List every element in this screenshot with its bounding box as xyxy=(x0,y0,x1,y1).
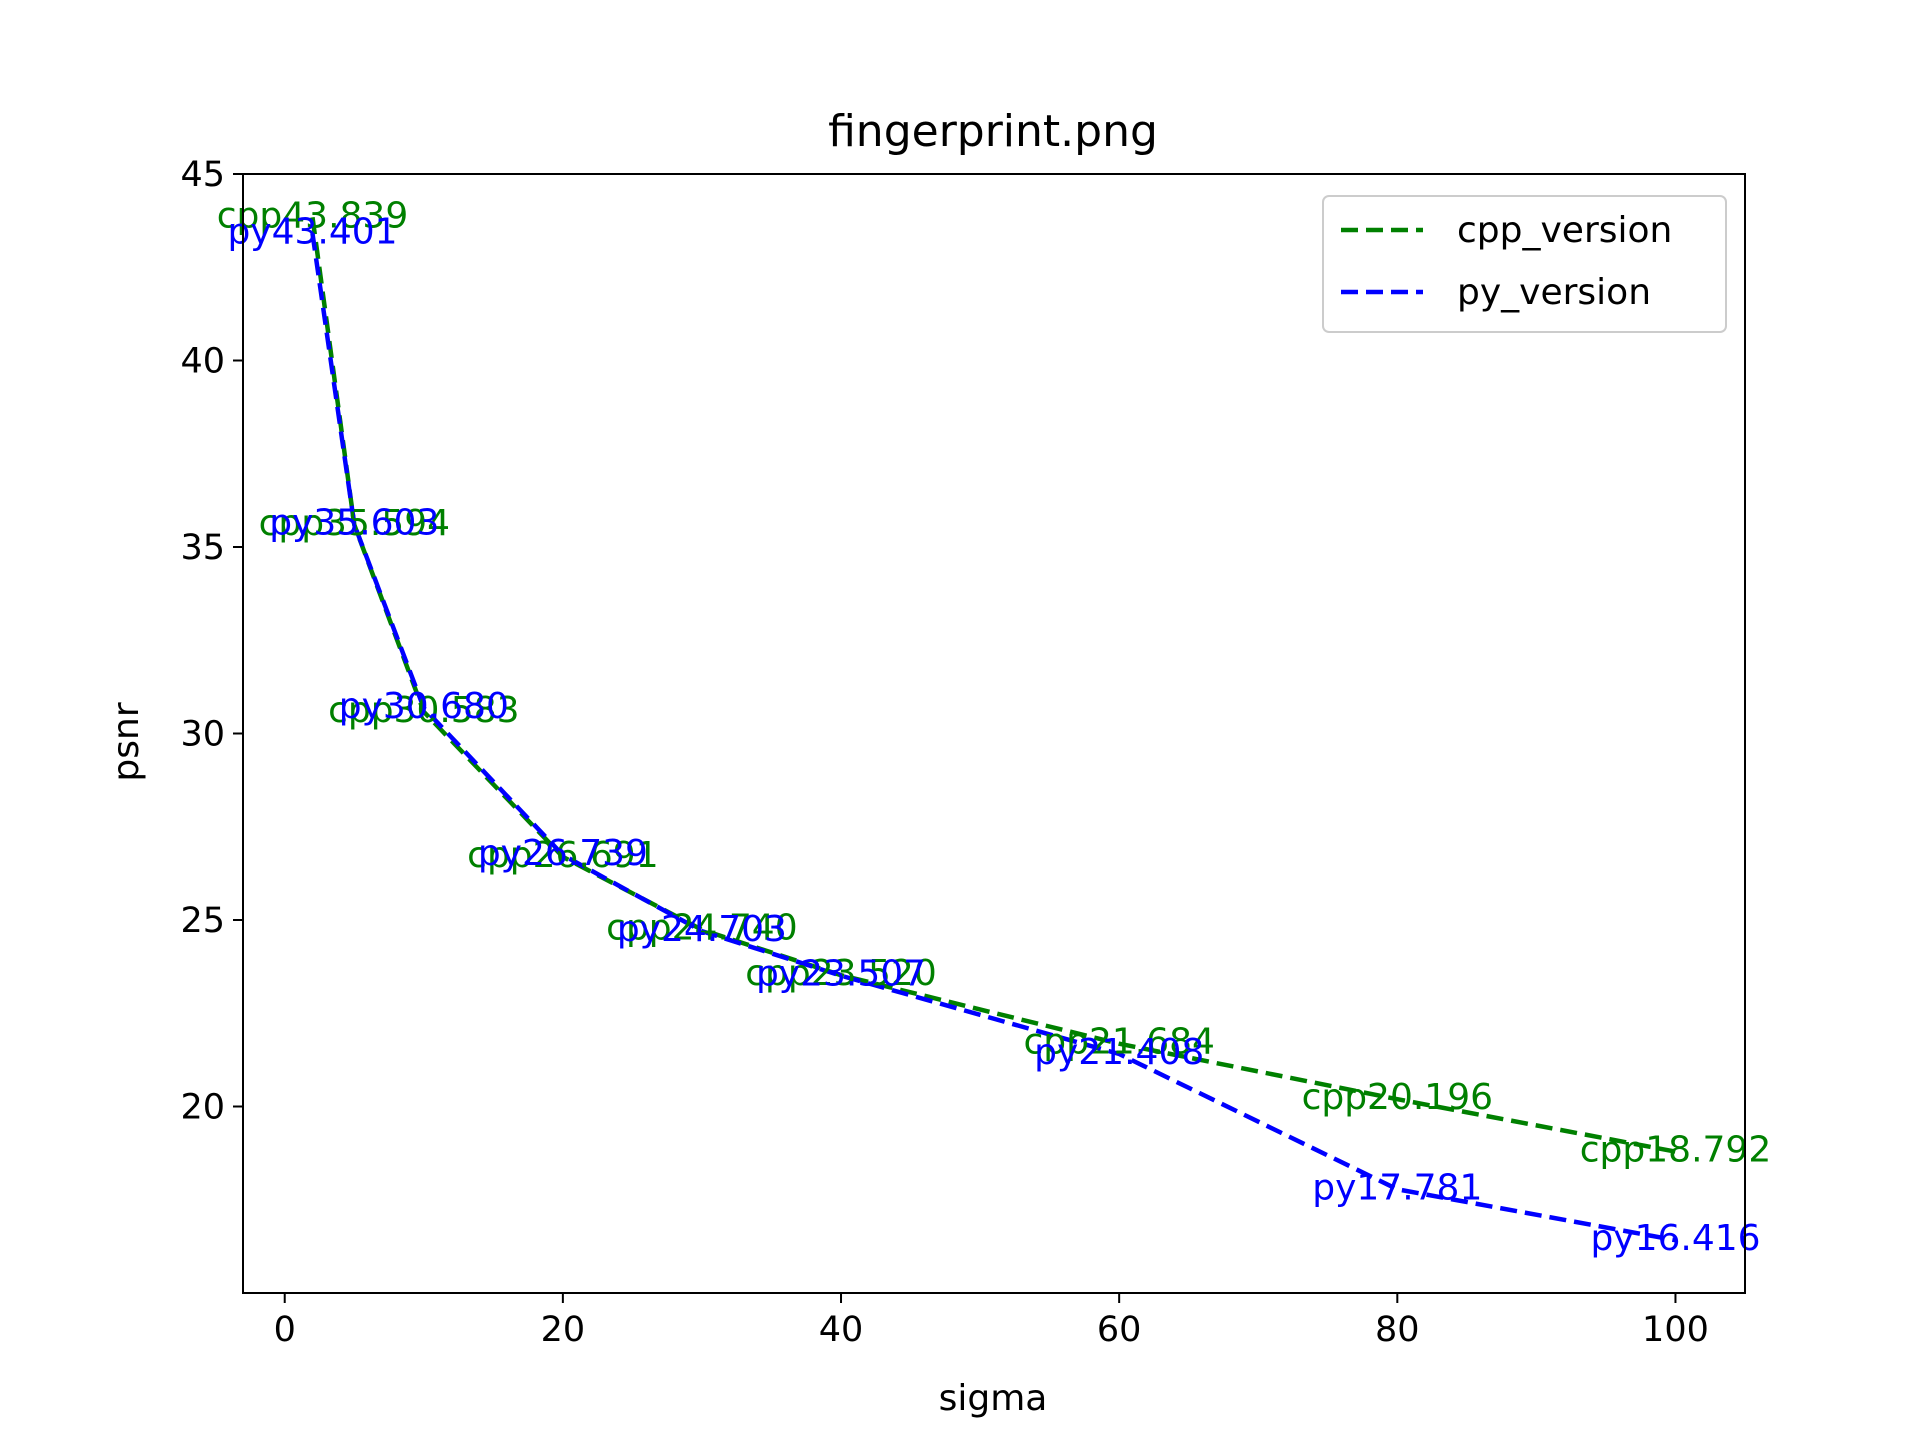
y-tick-label-20: 20 xyxy=(180,1088,225,1128)
legend-label-cpp_version: cpp_version xyxy=(1457,210,1672,251)
data-label-py_version-5: py23.507 xyxy=(756,954,926,995)
data-label-cpp_version-6: cpp21.684 xyxy=(1023,1022,1214,1063)
y-axis-label: psnr xyxy=(106,702,147,781)
y-tick-label-25: 25 xyxy=(180,901,225,941)
data-label-py_version-7: py17.781 xyxy=(1312,1167,1482,1208)
y-tick-label-40: 40 xyxy=(180,342,225,382)
y-tick-label-35: 35 xyxy=(180,528,225,568)
data-label-py_version-0: py43.401 xyxy=(227,212,397,253)
x-tick-label-20: 20 xyxy=(541,1310,586,1350)
data-label-cpp_version-1: cpp35.594 xyxy=(259,503,450,544)
plot-area: cpp43.839 cpp35.594 cpp30.583 cpp26.691 cpp2… xyxy=(180,155,1771,1350)
data-label-py_version-1: py35.603 xyxy=(269,503,439,544)
data-label-py_version-3: py26.739 xyxy=(478,833,648,874)
data-label-cpp_version-5: cpp23.520 xyxy=(745,953,936,994)
x-tick-label-60: 60 xyxy=(1097,1310,1142,1350)
series-line-py_version xyxy=(310,233,1676,1243)
data-label-py_version-8: py16.416 xyxy=(1590,1218,1760,1259)
x-tick-label-100: 100 xyxy=(1642,1310,1709,1350)
x-tick-label-80: 80 xyxy=(1375,1310,1420,1350)
y-tick-label-45: 45 xyxy=(180,155,225,195)
legend-label-py_version: py_version xyxy=(1457,272,1651,313)
data-label-cpp_version-2: cpp30.583 xyxy=(328,690,519,731)
data-label-cpp_version-0: cpp43.839 xyxy=(217,195,408,236)
legend-box xyxy=(1322,195,1727,333)
data-label-cpp_version-4: cpp24.740 xyxy=(606,908,797,949)
data-label-py_version-4: py24.703 xyxy=(617,909,787,950)
data-label-cpp_version-8: cpp18.792 xyxy=(1580,1130,1771,1171)
y-tick-label-30: 30 xyxy=(180,715,225,755)
x-tick-label-40: 40 xyxy=(819,1310,864,1350)
x-axis-label: sigma xyxy=(939,1378,1048,1419)
data-label-py_version-6: py21.408 xyxy=(1034,1032,1204,1073)
x-tick-label-0: 0 xyxy=(274,1310,296,1350)
data-label-cpp_version-3: cpp26.691 xyxy=(467,835,658,876)
data-label-py_version-2: py30.680 xyxy=(339,686,509,727)
chart-title: fingerprint.png xyxy=(828,106,1158,157)
data-label-cpp_version-7: cpp20.196 xyxy=(1302,1077,1493,1118)
